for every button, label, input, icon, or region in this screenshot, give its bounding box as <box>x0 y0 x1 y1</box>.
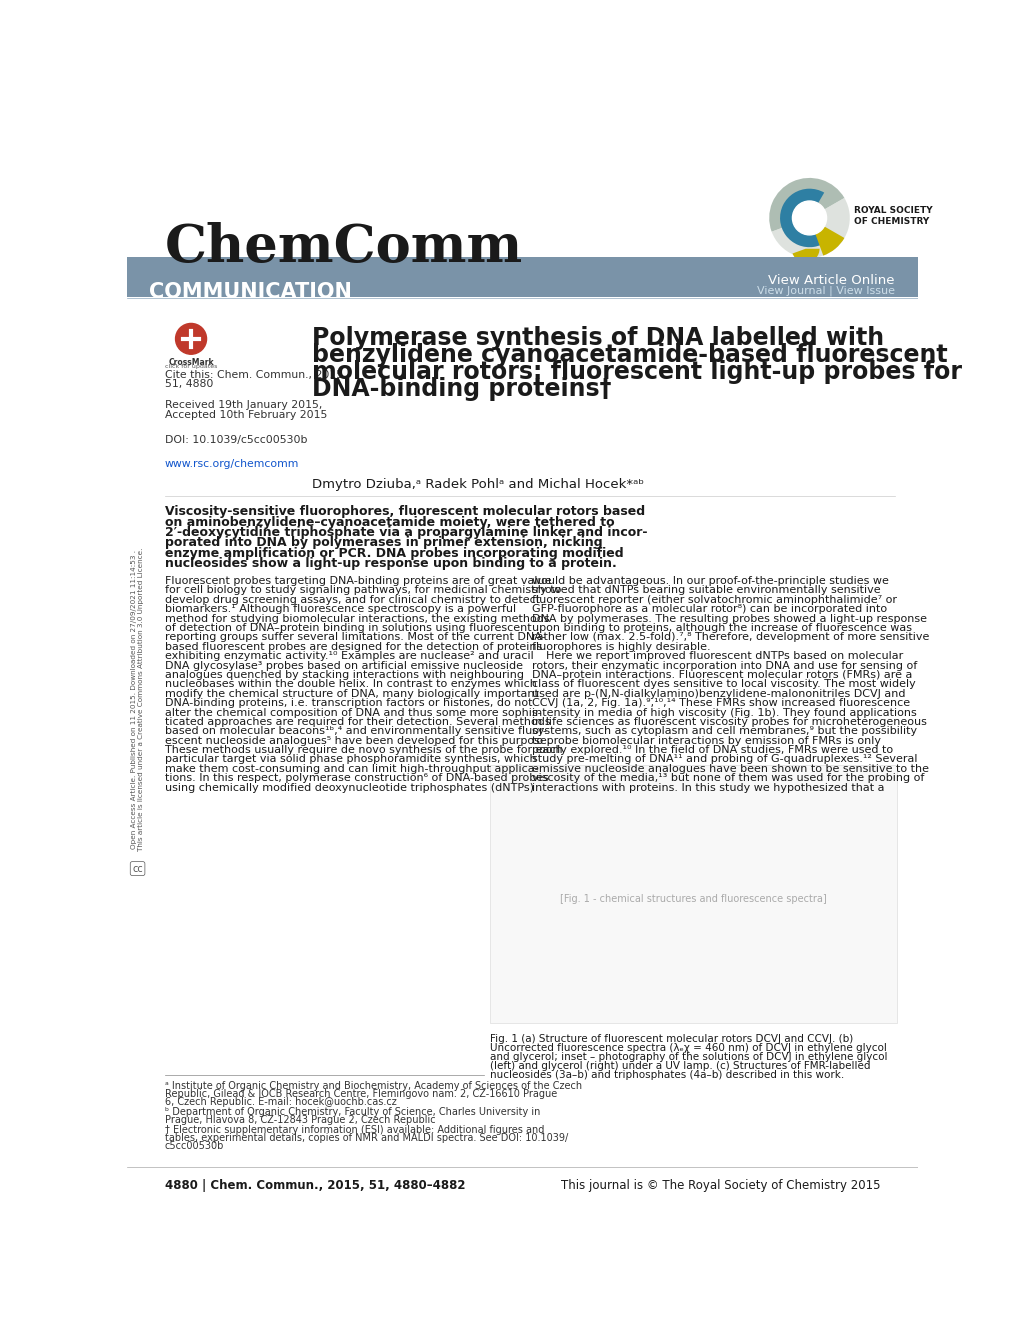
Text: based fluorescent probes are designed for the detection of proteins: based fluorescent probes are designed fo… <box>164 642 541 651</box>
Text: emissive nucleoside analogues have been shown to be sensitive to the: emissive nucleoside analogues have been … <box>532 764 928 774</box>
Text: would be advantageous. In our proof-of-the-principle studies we: would be advantageous. In our proof-of-t… <box>532 575 888 586</box>
Text: This journal is © The Royal Society of Chemistry 2015: This journal is © The Royal Society of C… <box>560 1179 880 1192</box>
Text: GFP-fluorophore as a molecular rotor⁸) can be incorporated into: GFP-fluorophore as a molecular rotor⁸) c… <box>532 605 887 614</box>
Text: tables, experimental details, copies of NMR and MALDI spectra. See DOI: 10.1039/: tables, experimental details, copies of … <box>164 1132 568 1143</box>
Text: to probe biomolecular interactions by emission of FMRs is only: to probe biomolecular interactions by em… <box>532 736 880 746</box>
Text: poorly explored.¹⁰ In the field of DNA studies, FMRs were used to: poorly explored.¹⁰ In the field of DNA s… <box>532 745 893 756</box>
Text: for cell biology to study signaling pathways, for medicinal chemistry to: for cell biology to study signaling path… <box>164 585 560 595</box>
Text: 2′-deoxycytidine triphosphate via a propargylamine linker and incor-: 2′-deoxycytidine triphosphate via a prop… <box>164 526 647 539</box>
Text: View Journal | View Issue: View Journal | View Issue <box>756 286 894 296</box>
Bar <box>490 765 896 1023</box>
Text: DNA–protein interactions. Fluorescent molecular rotors (FMRs) are a: DNA–protein interactions. Fluorescent mo… <box>532 670 912 680</box>
Text: View Article Online: View Article Online <box>767 274 894 287</box>
Text: reporting groups suffer several limitations. Most of the current DNA-: reporting groups suffer several limitati… <box>164 633 545 642</box>
Text: viscosity of the media,¹³ but none of them was used for the probing of: viscosity of the media,¹³ but none of th… <box>532 773 923 784</box>
Text: used are p-(N,N-dialkylamino)benzylidene-malononitriles DCVJ and: used are p-(N,N-dialkylamino)benzylidene… <box>532 689 905 698</box>
Text: Prague, Hlavova 8, CZ-12843 Prague 2, Czech Republic: Prague, Hlavova 8, CZ-12843 Prague 2, Cz… <box>164 1115 435 1125</box>
Text: fluorescent reporter (either solvatochromic aminophthalimide⁷ or: fluorescent reporter (either solvatochro… <box>532 595 896 605</box>
Text: intensity in media of high viscosity (Fig. 1b). They found applications: intensity in media of high viscosity (Fi… <box>532 708 916 717</box>
Text: escent nucleoside analogues⁵ have been developed for this purpose.: escent nucleoside analogues⁵ have been d… <box>164 736 549 746</box>
Text: click for updates: click for updates <box>165 364 217 370</box>
Text: CCVJ (1a, 2, Fig. 1a).⁹,¹⁰,¹⁴ These FMRs show increased fluorescence: CCVJ (1a, 2, Fig. 1a).⁹,¹⁰,¹⁴ These FMRs… <box>532 698 909 708</box>
Circle shape <box>792 202 825 235</box>
Text: class of fluorescent dyes sensitive to local viscosity. The most widely: class of fluorescent dyes sensitive to l… <box>532 680 915 689</box>
Text: DNA by polymerases. The resulting probes showed a light-up response: DNA by polymerases. The resulting probes… <box>532 614 926 623</box>
Text: on aminobenzylidene–cyanoacetamide moiety, were tethered to: on aminobenzylidene–cyanoacetamide moiet… <box>164 515 613 529</box>
Text: Fluorescent probes targeting DNA-binding proteins are of great value: Fluorescent probes targeting DNA-binding… <box>164 575 550 586</box>
Circle shape <box>175 323 206 354</box>
Text: DNA glycosylase³ probes based on artificial emissive nucleoside: DNA glycosylase³ probes based on artific… <box>164 661 522 670</box>
Text: enzyme amplification or PCR. DNA probes incorporating modified: enzyme amplification or PCR. DNA probes … <box>164 547 623 559</box>
Wedge shape <box>809 218 844 255</box>
Text: 4880 | Chem. Commun., 2015, 51, 4880–4882: 4880 | Chem. Commun., 2015, 51, 4880–488… <box>164 1179 465 1192</box>
Text: rather low (max. 2.5-fold).⁷,⁸ Therefore, development of more sensitive: rather low (max. 2.5-fold).⁷,⁸ Therefore… <box>532 633 928 642</box>
Text: [Fig. 1 - chemical structures and fluorescence spectra]: [Fig. 1 - chemical structures and fluore… <box>559 894 825 904</box>
Text: Accepted 10th February 2015: Accepted 10th February 2015 <box>164 410 327 419</box>
Text: nucleosides (3a–b) and triphosphates (4a–b) described in this work.: nucleosides (3a–b) and triphosphates (4a… <box>490 1069 844 1080</box>
Text: method for studying biomolecular interactions, the existing methods: method for studying biomolecular interac… <box>164 614 549 623</box>
Text: Open Access Article. Published on 11 2015. Downloaded on 27/09/2021 11:14:53 .: Open Access Article. Published on 11 201… <box>131 550 138 849</box>
Text: porated into DNA by polymerases in primer extension, nicking: porated into DNA by polymerases in prime… <box>164 537 602 549</box>
Wedge shape <box>768 178 844 232</box>
Text: These methods usually require de novo synthesis of the probe for each: These methods usually require de novo sy… <box>164 745 561 756</box>
Text: Republic, Gilead & IOCB Research Centre, Flemingovo nam. 2, CZ-16610 Prague: Republic, Gilead & IOCB Research Centre,… <box>164 1089 556 1099</box>
Text: (left) and glycerol (right) under a UV lamp. (c) Structures of FMR-labelled: (left) and glycerol (right) under a UV l… <box>490 1061 870 1071</box>
Text: Here we report improved fluorescent dNTPs based on molecular: Here we report improved fluorescent dNTP… <box>532 651 903 661</box>
Text: ticated approaches are required for their detection. Several methods: ticated approaches are required for thei… <box>164 717 550 728</box>
Text: COMMUNICATION: COMMUNICATION <box>149 282 352 302</box>
Text: Dmytro Dziuba,ᵃ Radek Pohlᵃ and Michal Hocek*ᵃᵇ: Dmytro Dziuba,ᵃ Radek Pohlᵃ and Michal H… <box>312 478 643 491</box>
Text: analogues quenched by stacking interactions with neighbouring: analogues quenched by stacking interacti… <box>164 670 523 680</box>
Text: Fig. 1 (a) Structure of fluorescent molecular rotors DCVJ and CCVJ. (b): Fig. 1 (a) Structure of fluorescent mole… <box>490 1035 853 1044</box>
Text: based on molecular beacons¹ᵇ,⁴ and environmentally sensitive fluor-: based on molecular beacons¹ᵇ,⁴ and envir… <box>164 726 546 737</box>
Text: ChemComm: ChemComm <box>164 222 523 272</box>
Text: biomarkers.¹ Although fluorescence spectroscopy is a powerful: biomarkers.¹ Although fluorescence spect… <box>164 605 516 614</box>
Text: showed that dNTPs bearing suitable environmentally sensitive: showed that dNTPs bearing suitable envir… <box>532 585 879 595</box>
Text: ROYAL SOCIETY: ROYAL SOCIETY <box>854 206 932 215</box>
Text: Cite this: Chem. Commun., 2015,: Cite this: Chem. Commun., 2015, <box>164 370 346 379</box>
Text: This article is licensed under a Creative Commons Attribution 3.0 Unported Licen: This article is licensed under a Creativ… <box>139 547 145 850</box>
Text: Viscosity-sensitive fluorophores, fluorescent molecular rotors based: Viscosity-sensitive fluorophores, fluore… <box>164 505 644 518</box>
Text: nucleobases within the double helix. In contrast to enzymes which: nucleobases within the double helix. In … <box>164 680 536 689</box>
Text: Uncorrected fluorescence spectra (λₑχ = 460 nm) of DCVJ in ethylene glycol: Uncorrected fluorescence spectra (λₑχ = … <box>490 1043 887 1053</box>
Text: ᵇ Department of Organic Chemistry, Faculty of Science, Charles University in: ᵇ Department of Organic Chemistry, Facul… <box>164 1107 539 1117</box>
Text: rotors, their enzymatic incorporation into DNA and use for sensing of: rotors, their enzymatic incorporation in… <box>532 661 916 670</box>
Text: Received 19th January 2015,: Received 19th January 2015, <box>164 400 322 410</box>
Text: interactions with proteins. In this study we hypothesized that a: interactions with proteins. In this stud… <box>532 782 883 793</box>
Text: in life sciences as fluorescent viscosity probes for microheterogeneous: in life sciences as fluorescent viscosit… <box>532 717 926 728</box>
Text: modify the chemical structure of DNA, many biologically important: modify the chemical structure of DNA, ma… <box>164 689 538 698</box>
Text: develop drug screening assays, and for clinical chemistry to detect: develop drug screening assays, and for c… <box>164 595 539 605</box>
Text: ᵃ Institute of Organic Chemistry and Biochemistry, Academy of Sciences of the Cz: ᵃ Institute of Organic Chemistry and Bio… <box>164 1081 581 1091</box>
Text: benzylidene cyanoacetamide-based fluorescent: benzylidene cyanoacetamide-based fluores… <box>312 343 947 367</box>
Text: Polymerase synthesis of DNA labelled with: Polymerase synthesis of DNA labelled wit… <box>312 326 883 350</box>
Text: using chemically modified deoxynucleotide triphosphates (dNTPs): using chemically modified deoxynucleotid… <box>164 782 533 793</box>
Text: DOI: 10.1039/c5cc00530b: DOI: 10.1039/c5cc00530b <box>164 435 307 445</box>
Text: tions. In this respect, polymerase construction⁶ of DNA-based probes: tions. In this respect, polymerase const… <box>164 773 548 784</box>
Wedge shape <box>771 198 849 258</box>
Text: c5cc00530b: c5cc00530b <box>164 1141 224 1151</box>
Text: make them cost-consuming and can limit high-throughput applica-: make them cost-consuming and can limit h… <box>164 764 538 774</box>
Text: DNA-binding proteins†: DNA-binding proteins† <box>312 376 610 400</box>
Text: upon binding to proteins, although the increase of fluorescence was: upon binding to proteins, although the i… <box>532 623 911 633</box>
Text: nucleosides show a light-up response upon binding to a protein.: nucleosides show a light-up response upo… <box>164 557 615 570</box>
Text: study pre-melting of DNA¹¹ and probing of G-quadruplexes.¹² Several: study pre-melting of DNA¹¹ and probing o… <box>532 754 917 765</box>
Text: † Electronic supplementary information (ESI) available: Additional figures and: † Electronic supplementary information (… <box>164 1124 543 1135</box>
Text: alter the chemical composition of DNA and thus some more sophis-: alter the chemical composition of DNA an… <box>164 708 541 717</box>
Text: OF CHEMISTRY: OF CHEMISTRY <box>854 218 928 227</box>
Text: DNA-binding proteins, i.e. transcription factors or histones, do not: DNA-binding proteins, i.e. transcription… <box>164 698 532 708</box>
Wedge shape <box>780 188 827 247</box>
Text: molecular rotors: fluorescent light-up probes for: molecular rotors: fluorescent light-up p… <box>312 359 961 383</box>
Wedge shape <box>792 248 819 263</box>
Text: 6, Czech Republic. E-mail: hocek@uochb.cas.cz: 6, Czech Republic. E-mail: hocek@uochb.c… <box>164 1097 396 1107</box>
Text: cc: cc <box>132 864 143 873</box>
Text: particular target via solid phase phosphoramidite synthesis, which: particular target via solid phase phosph… <box>164 754 536 765</box>
Text: CrossMark: CrossMark <box>168 358 214 367</box>
Text: 51, 4880: 51, 4880 <box>164 379 213 388</box>
Text: www.rsc.org/chemcomm: www.rsc.org/chemcomm <box>164 459 299 469</box>
Text: fluorophores is highly desirable.: fluorophores is highly desirable. <box>532 642 710 651</box>
Text: systems, such as cytoplasm and cell membranes,⁹ but the possibility: systems, such as cytoplasm and cell memb… <box>532 726 916 737</box>
Bar <box>127 258 917 298</box>
Text: of detection of DNA–protein binding in solutions using fluorescent: of detection of DNA–protein binding in s… <box>164 623 531 633</box>
Text: and glycerol; inset – photography of the solutions of DCVJ in ethylene glycol: and glycerol; inset – photography of the… <box>490 1052 887 1061</box>
Text: exhibiting enzymatic activity.¹⁰ Examples are nuclease² and uracil: exhibiting enzymatic activity.¹⁰ Example… <box>164 651 533 661</box>
